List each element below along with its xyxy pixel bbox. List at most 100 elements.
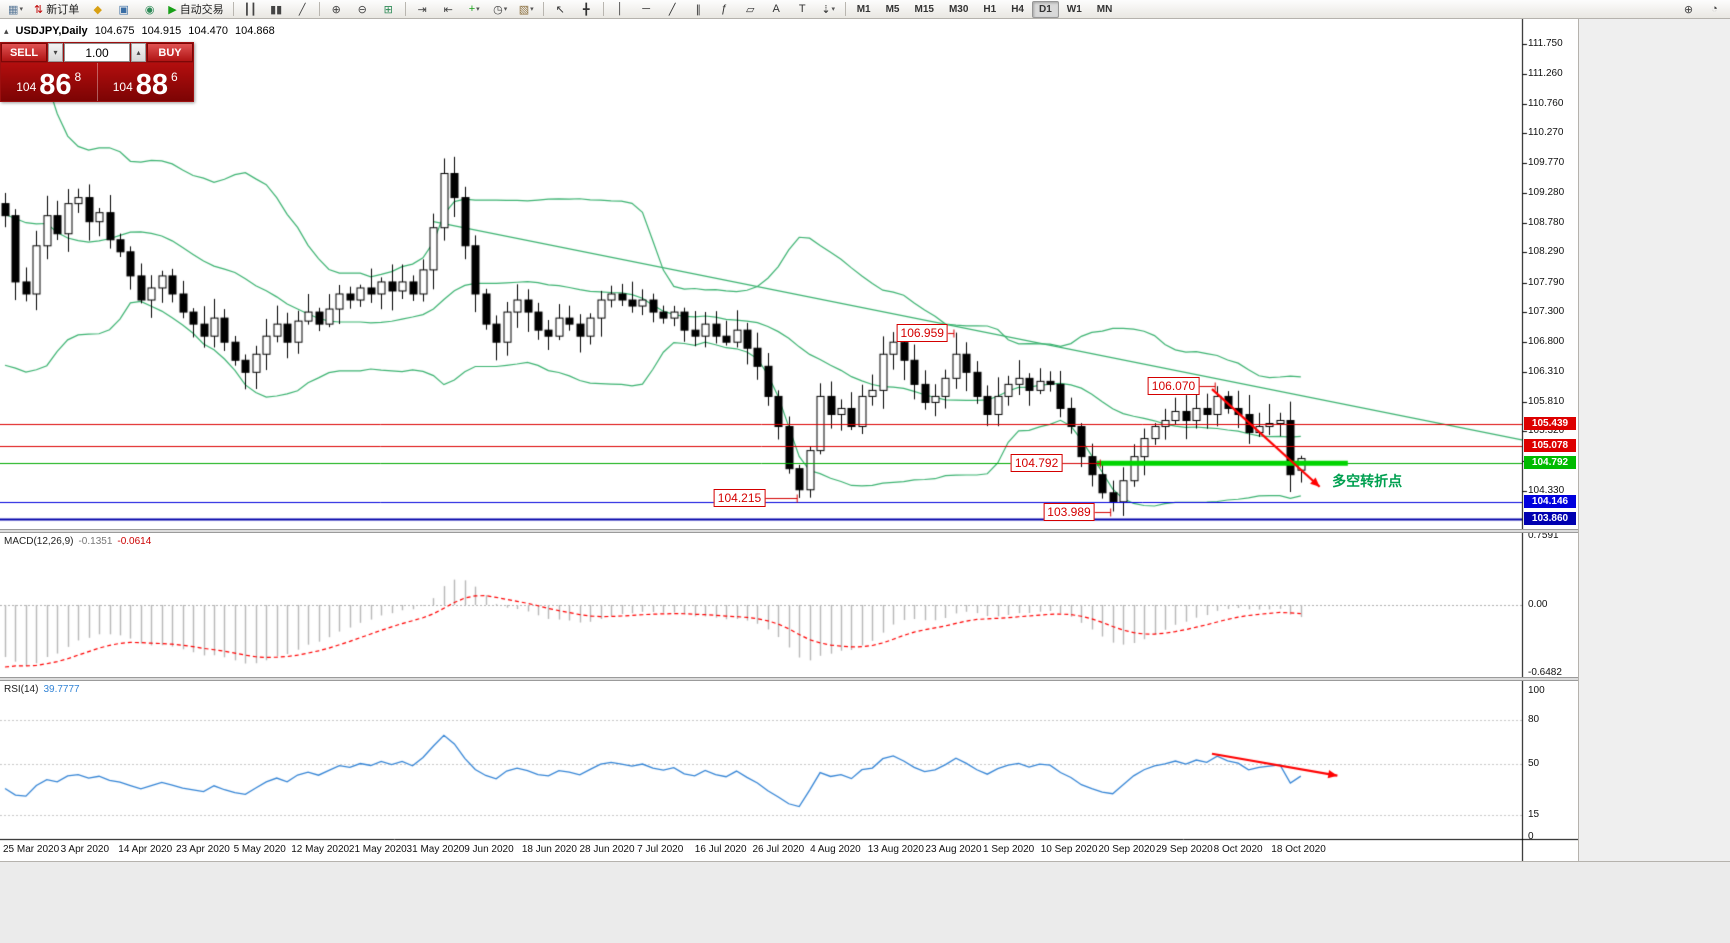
price-annotation[interactable]: 104.215 <box>713 488 766 507</box>
periods-icon[interactable]: ◷ ▾ <box>488 0 513 19</box>
price-axis-label: 109.280 <box>1528 186 1565 198</box>
macd-pane-separator[interactable] <box>0 529 1578 533</box>
dropdown-caret-icon[interactable]: ▾ <box>503 6 508 13</box>
auto-trading-icon: ▶ <box>168 3 177 16</box>
fibonacci-icon[interactable]: ƒ <box>712 0 737 19</box>
time-axis-label: 5 May 2020 <box>233 844 286 855</box>
price-chart-canvas[interactable] <box>0 19 1578 861</box>
timeframe-h4[interactable]: H4 <box>1011 3 1024 15</box>
tile-windows-icon[interactable]: ⊞ <box>376 0 401 19</box>
mql5-community-icon[interactable]: ▣ <box>111 0 136 19</box>
buy-price-prefix: 104 <box>112 80 133 94</box>
timeframe-w1[interactable]: W1 <box>1066 3 1082 15</box>
sell-price-display[interactable]: 104 86 8 <box>1 63 97 101</box>
price-axis-label: 111.750 <box>1528 38 1563 49</box>
rsi-scale-label: 100 <box>1528 685 1545 696</box>
line-chart-icon[interactable]: ╱ <box>290 0 315 19</box>
dropdown-caret-icon[interactable]: ▾ <box>19 6 23 13</box>
trendline-icon: ╱ <box>668 3 676 16</box>
price-annotation[interactable]: 103.989 <box>1043 502 1095 521</box>
search-icon[interactable]: ⊕ <box>1676 0 1701 19</box>
zoom-in-icon[interactable]: ⊕ <box>324 0 349 19</box>
auto-scroll-icon: ⇥ <box>417 3 427 16</box>
price-tag: 105.439 <box>1524 417 1576 431</box>
turning-point-note[interactable]: 多空转折点 <box>1332 472 1403 489</box>
trendline-icon[interactable]: ╱ <box>660 0 685 19</box>
text-icon[interactable]: A <box>764 0 789 19</box>
rsi-value: 39.7777 <box>43 684 80 695</box>
volume-increase-stepper[interactable]: ▴ <box>131 43 146 62</box>
macd-name: MACD(12,26,9) <box>4 536 74 547</box>
macd-scale-label: 0.7591 <box>1528 530 1559 541</box>
buy-price-display[interactable]: 104 88 6 <box>96 63 194 101</box>
crosshair-icon: ╋ <box>582 3 590 16</box>
volume-input[interactable] <box>64 43 130 62</box>
toolbar-separator <box>602 2 604 16</box>
vertical-line-icon[interactable]: │ <box>608 0 633 19</box>
timeframe-m15[interactable]: M15 <box>914 3 934 15</box>
price-axis-label: 111.260 <box>1528 67 1563 79</box>
price-axis-label: 106.310 <box>1528 365 1565 377</box>
bar-chart-icon[interactable]: ┃┃ <box>238 0 263 19</box>
dropdown-caret-icon[interactable]: ▾ <box>530 6 534 13</box>
auto-trading-button-label: 自动交易 <box>179 4 224 16</box>
text-icon: A <box>772 3 780 15</box>
cursor-icon[interactable]: ↖ <box>548 0 573 19</box>
timeframe-m30[interactable]: M30 <box>948 3 969 15</box>
timeframe-m5[interactable]: M5 <box>885 3 900 15</box>
sell-button[interactable]: SELL <box>1 43 47 62</box>
price-axis-label: 107.790 <box>1528 276 1565 288</box>
charts-menu-icon[interactable]: ▦ ▾ <box>3 0 28 19</box>
dropdown-caret-icon[interactable]: ▾ <box>831 6 836 13</box>
zoom-out-icon[interactable]: ⊖ <box>350 0 375 19</box>
timeframe-m1[interactable]: M1 <box>856 3 871 15</box>
indicators-icon: + <box>468 3 476 15</box>
arrows-tool-icon[interactable]: ⇣ ▾ <box>816 0 841 19</box>
time-axis-label: 20 Sep 2020 <box>1098 844 1156 855</box>
shapes-icon[interactable]: ▱ <box>738 0 763 19</box>
line-chart-icon: ╱ <box>298 3 306 16</box>
search-icon: ⊕ <box>1683 3 1694 16</box>
new-order-button[interactable]: ⇅ 新订单 <box>29 0 84 19</box>
sell-price-point: 8 <box>74 70 82 84</box>
metaquotes-icon[interactable]: ◆ <box>85 0 110 19</box>
time-axis-label: 23 Apr 2020 <box>175 844 230 855</box>
price-annotation[interactable]: 106.959 <box>896 323 948 342</box>
workspace-background <box>1578 19 1730 861</box>
timeframe-h1[interactable]: H1 <box>983 3 997 15</box>
buy-button[interactable]: BUY <box>147 43 193 62</box>
auto-scroll-icon[interactable]: ⇥ <box>410 0 435 19</box>
price-axis-label: 109.770 <box>1528 157 1565 169</box>
text-label-icon[interactable]: T <box>790 0 815 19</box>
templates-icon[interactable]: ▧ ▾ <box>514 0 539 19</box>
rsi-pane-separator[interactable] <box>0 677 1578 681</box>
crosshair-icon[interactable]: ╋ <box>574 0 599 19</box>
price-axis-label: 110.270 <box>1528 127 1564 139</box>
equidistant-channel-icon[interactable]: ∥ <box>686 0 711 19</box>
history-center-icon[interactable]: ◔ <box>1702 0 1727 19</box>
indicators-icon[interactable]: + ▾ <box>462 0 487 19</box>
sell-price-main: 86 <box>39 69 72 102</box>
ohlc-open: 104.675 <box>94 25 135 37</box>
metaquotes-icon: ◆ <box>93 3 102 16</box>
toolbar-separator <box>318 2 320 16</box>
price-tag: 104.146 <box>1524 495 1576 509</box>
time-axis-label: 25 Mar 2020 <box>3 844 60 855</box>
rsi-scale-label: 0 <box>1528 831 1534 842</box>
ohlc-high: 104.915 <box>141 25 182 37</box>
price-annotation[interactable]: 106.070 <box>1147 377 1200 396</box>
price-annotation[interactable]: 104.792 <box>1010 454 1063 473</box>
chart-menu-icon[interactable]: ▴ <box>4 25 9 36</box>
timeframe-d1[interactable]: D1 <box>1032 0 1059 18</box>
horizontal-line-icon[interactable]: ─ <box>634 0 659 19</box>
volume-decrease-stepper[interactable]: ▾ <box>48 43 63 62</box>
price-axis-label: 110.760 <box>1528 97 1564 109</box>
chart-shift-icon[interactable]: ⇤ <box>436 0 461 19</box>
candlestick-chart-icon[interactable]: ▮▮ <box>264 0 289 19</box>
timeframe-mn[interactable]: MN <box>1096 3 1113 15</box>
auto-trading-button[interactable]: ▶ 自动交易 <box>163 0 228 19</box>
refresh-icon[interactable]: ◉ <box>137 0 162 19</box>
macd-scale-label: 0.00 <box>1528 599 1548 610</box>
dropdown-caret-icon[interactable]: ▾ <box>476 6 480 13</box>
time-axis-label: 4 Aug 2020 <box>810 844 861 855</box>
